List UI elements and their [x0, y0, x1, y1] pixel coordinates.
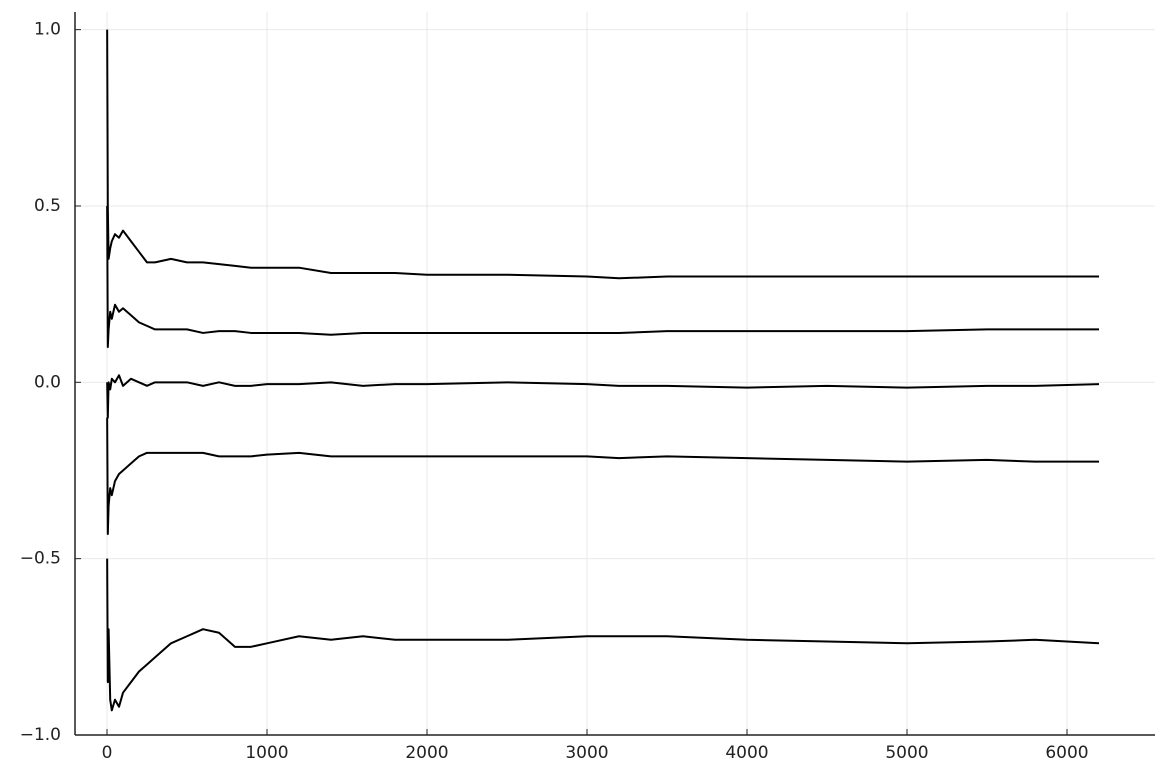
y-tick-label: 1.0: [34, 20, 61, 40]
series-line: [106, 205, 1099, 349]
x-tick-label: 4000: [725, 743, 768, 763]
y-tick-label: 0.0: [34, 372, 61, 392]
series-line: [106, 29, 1099, 280]
x-tick-label: 1000: [245, 743, 288, 763]
x-tick-label: 6000: [1045, 743, 1088, 763]
series-line: [106, 558, 1100, 712]
x-tick-label: 2000: [405, 743, 448, 763]
x-tick-label: 0: [102, 743, 113, 763]
grid: [75, 12, 1155, 736]
y-tick-label: −0.5: [20, 549, 61, 569]
y-tick-label: 0.5: [34, 196, 61, 216]
series-line: [106, 374, 1100, 419]
x-tick-label: 3000: [565, 743, 608, 763]
y-tick-label: −1.0: [20, 725, 61, 745]
plot-lines: [106, 29, 1100, 712]
series-line: [106, 417, 1099, 535]
x-tick-label: 5000: [885, 743, 928, 763]
